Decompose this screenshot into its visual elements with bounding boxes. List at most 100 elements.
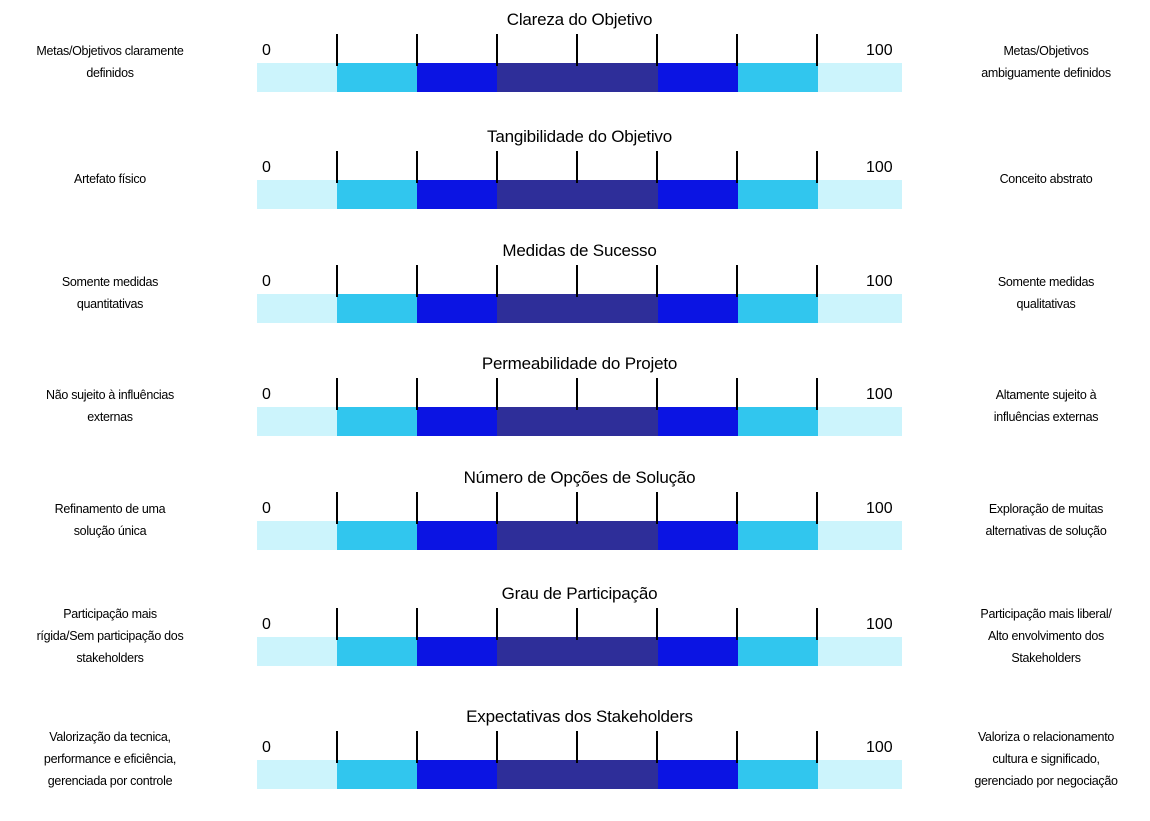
bar-segment xyxy=(658,521,738,550)
tick-mark xyxy=(816,608,818,640)
bar-segment xyxy=(417,63,497,92)
tick-mark xyxy=(736,378,738,410)
bar-segment xyxy=(658,407,738,436)
label-line: cultura e significado, xyxy=(992,752,1100,766)
bar-segment xyxy=(257,760,337,789)
tick-mark xyxy=(496,731,498,763)
gradient-bar xyxy=(257,63,902,92)
label-line: Metas/Objetivos claramente xyxy=(36,44,184,58)
tick-mark xyxy=(416,608,418,640)
right-extreme-label: Valoriza o relacionamento cultura e signi… xyxy=(936,726,1150,792)
tick-mark xyxy=(336,492,338,524)
label-line: qualitativas xyxy=(1016,297,1076,311)
left-extreme-label: Somente medidas quantitativas xyxy=(0,271,220,315)
label-line: Valoriza o relacionamento xyxy=(977,730,1115,744)
right-extreme-label: Conceito abstrato xyxy=(936,168,1150,190)
scale-max-label: 100 xyxy=(866,159,893,176)
tick-mark xyxy=(576,34,578,66)
tick-mark xyxy=(736,151,738,183)
tick-mark xyxy=(736,608,738,640)
tick-mark xyxy=(336,151,338,183)
bar-segment xyxy=(417,637,497,666)
bar-segment xyxy=(818,637,902,666)
bar-segment xyxy=(497,637,658,666)
bar-segment xyxy=(417,521,497,550)
bar-segment xyxy=(738,637,818,666)
label-line: alternativas de solução xyxy=(985,524,1107,538)
scale-row: Grau de Participação Participação mais ríg… xyxy=(0,584,1150,698)
tick-mark xyxy=(736,492,738,524)
scale-title: Medidas de Sucesso xyxy=(502,241,657,260)
tick-mark xyxy=(656,492,658,524)
bar-segment xyxy=(257,521,337,550)
tick-mark xyxy=(816,151,818,183)
bar-segment xyxy=(658,63,738,92)
tick-mark xyxy=(416,34,418,66)
label-line: gerenciado por negociação xyxy=(974,774,1118,788)
label-line: definidos xyxy=(86,66,134,80)
scale-max-label: 100 xyxy=(866,739,893,756)
scale-min-label: 0 xyxy=(262,739,271,756)
bar-segment xyxy=(738,521,818,550)
tick-mark xyxy=(576,378,578,410)
bar-segment xyxy=(738,294,818,323)
bar-segment xyxy=(337,637,417,666)
bar-segment xyxy=(818,760,902,789)
gradient-bar xyxy=(257,521,902,550)
label-line: Artefato físico xyxy=(74,172,146,186)
bar-segment xyxy=(738,760,818,789)
scale-row: Expectativas dos Stakeholders Valorização… xyxy=(0,707,1150,821)
gradient-bar xyxy=(257,407,902,436)
label-line: Metas/Objetivos xyxy=(1003,44,1089,58)
bar-segment xyxy=(658,760,738,789)
label-line: Somente medidas xyxy=(997,275,1095,289)
left-extreme-label: Artefato físico xyxy=(0,168,220,190)
scale-row: Número de Opções de Solução Refinamento d… xyxy=(0,468,1150,582)
scale-row: Clareza do Objetivo Metas/Objetivos clara… xyxy=(0,10,1150,124)
tick-mark xyxy=(496,492,498,524)
label-line: solução única xyxy=(73,524,147,538)
label-line: Participação mais liberal/ xyxy=(980,607,1112,621)
scale-title: Clareza do Objetivo xyxy=(506,10,653,29)
scale-max-label: 100 xyxy=(866,42,893,59)
tick-mark xyxy=(816,378,818,410)
label-line: quantitativas xyxy=(76,297,144,311)
scale-min-label: 0 xyxy=(262,386,271,403)
scale-row: Medidas de Sucesso Somente medidas quantit… xyxy=(0,241,1150,355)
tick-mark xyxy=(336,265,338,297)
scale-min-label: 0 xyxy=(262,273,271,290)
scale-title: Tangibilidade do Objetivo xyxy=(487,127,672,146)
tick-mark xyxy=(416,151,418,183)
bar-segment xyxy=(257,180,337,209)
scale-min-label: 0 xyxy=(262,500,271,517)
tick-mark xyxy=(736,34,738,66)
bar-segment xyxy=(497,760,658,789)
left-extreme-label: Valorização da tecnica, performance e efi… xyxy=(0,726,220,792)
bar-segment xyxy=(497,407,658,436)
label-line: Conceito abstrato xyxy=(999,172,1093,186)
label-line: externas xyxy=(87,410,133,424)
label-line: stakeholders xyxy=(76,651,144,665)
tick-mark xyxy=(816,34,818,66)
bar-segment xyxy=(337,63,417,92)
bar-segment xyxy=(257,637,337,666)
scale-max-label: 100 xyxy=(866,500,893,517)
tick-mark xyxy=(576,608,578,640)
bar-segment xyxy=(658,294,738,323)
scale-max-label: 100 xyxy=(866,273,893,290)
tick-mark xyxy=(576,265,578,297)
left-extreme-label: Refinamento de uma solução única xyxy=(0,498,220,542)
tick-mark xyxy=(496,608,498,640)
label-line: rígida/Sem participação dos xyxy=(36,629,184,643)
tick-mark xyxy=(336,608,338,640)
bar-segment xyxy=(417,180,497,209)
tick-mark xyxy=(576,731,578,763)
gradient-bar xyxy=(257,760,902,789)
scale-title: Grau de Participação xyxy=(501,584,658,603)
tick-mark xyxy=(576,492,578,524)
tick-mark xyxy=(816,731,818,763)
right-extreme-label: Somente medidas qualitativas xyxy=(936,271,1150,315)
gradient-bar xyxy=(257,294,902,323)
scale-min-label: 0 xyxy=(262,42,271,59)
label-line: gerenciada por controle xyxy=(47,774,173,788)
